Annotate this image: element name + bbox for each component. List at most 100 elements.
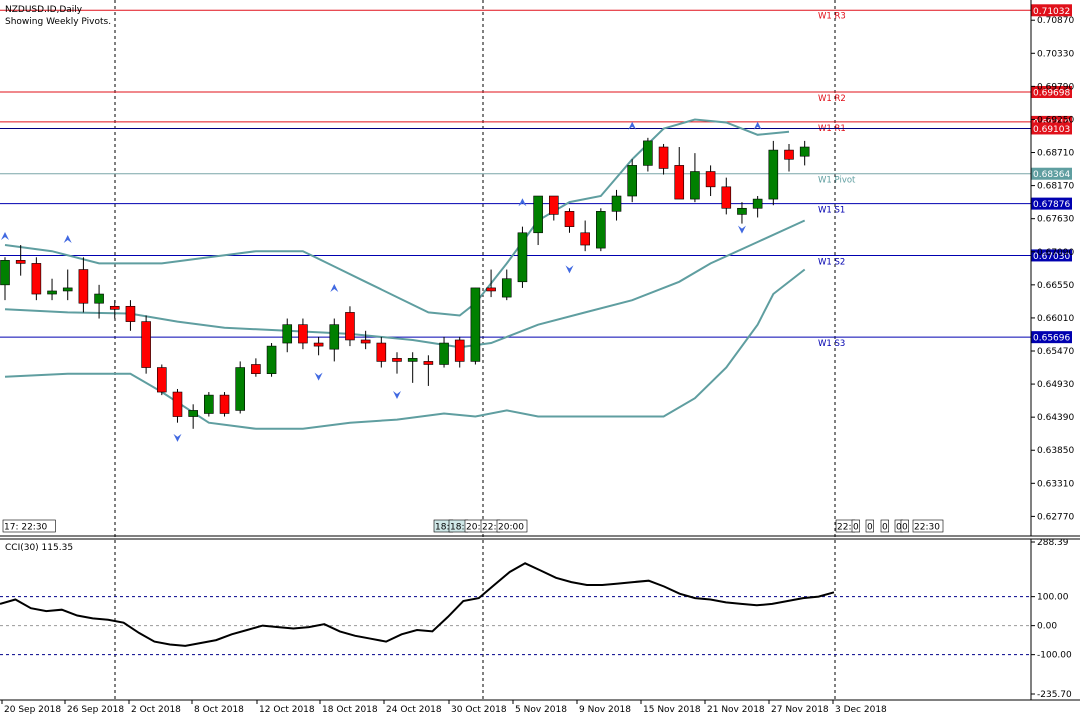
candle-body <box>141 321 151 368</box>
candle-body <box>94 293 104 304</box>
date-tick-label: 24 Oct 2018 <box>386 705 442 715</box>
candle-body <box>266 345 277 374</box>
candle-body <box>47 290 57 295</box>
date-tick-label: 2 Oct 2018 <box>131 705 181 715</box>
candle-body <box>172 391 183 417</box>
candle-body <box>470 287 481 362</box>
candle-body <box>643 140 653 166</box>
candle-body <box>501 278 512 298</box>
date-tick-label: 5 Nov 2018 <box>515 705 567 715</box>
fractal-up-marker <box>1 231 9 240</box>
candle-body <box>658 146 669 169</box>
candle-body <box>721 186 732 209</box>
fractal-down-marker <box>314 372 323 381</box>
chart-title: NZDUSD.ID,Daily <box>5 5 83 15</box>
session-tag <box>496 519 528 533</box>
session-tag-text: 0 <box>896 523 902 533</box>
candle-body <box>439 342 449 365</box>
fractal-down-marker <box>393 390 401 399</box>
pivot-label: W1 S3 <box>818 339 845 349</box>
cci-tick-label: -100.00 <box>1037 651 1072 661</box>
price-tick-label: 0.69790 <box>1037 82 1074 92</box>
session-tag <box>900 519 909 533</box>
candle-body <box>784 149 794 160</box>
date-tick-label: 15 Nov 2018 <box>643 705 701 715</box>
candle-body <box>392 358 402 362</box>
session-tag-text: 22: <box>837 523 851 533</box>
fractal-down-marker <box>173 433 182 442</box>
pivot-label: W1 Pivot <box>818 176 856 186</box>
date-tick-label: 8 Oct 2018 <box>194 705 244 715</box>
price-tick-label: 0.63850 <box>1037 446 1074 456</box>
session-tag-text: 22: <box>482 523 496 533</box>
session-tag-text: 0 <box>902 523 908 533</box>
date-tick-label: 21 Nov 2018 <box>707 705 765 715</box>
candle-body <box>564 211 575 227</box>
pivot-label: W1 S2 <box>818 257 845 267</box>
candle-body <box>768 149 779 200</box>
session-tag <box>912 519 944 533</box>
price-tick-label: 0.64930 <box>1037 380 1074 390</box>
fractal-up-marker <box>330 284 339 293</box>
fractal-down-marker <box>737 225 746 234</box>
date-tick-label: 12 Oct 2018 <box>259 705 315 715</box>
pivot-price-badge <box>1031 331 1072 344</box>
price-tick-label: 0.65470 <box>1037 347 1074 357</box>
candle-body <box>125 305 136 322</box>
price-tick-label: 0.70330 <box>1037 49 1074 59</box>
price-tick-label: 0.68710 <box>1037 149 1074 159</box>
session-tag-text: 20: <box>466 523 480 533</box>
candle-body <box>596 211 606 249</box>
session-tag-text: 0 <box>867 523 873 533</box>
session-tag-text: 22:30 <box>914 523 940 533</box>
fractal-up-marker <box>628 121 637 130</box>
pivot-price-badge <box>1031 249 1072 262</box>
cci-tick-label: 100.00 <box>1037 593 1069 603</box>
candle-body <box>251 364 261 374</box>
candle-body <box>376 342 387 362</box>
session-tag-text: 0 <box>882 523 888 533</box>
candle-body <box>219 394 230 414</box>
candle-body <box>109 305 120 310</box>
date-tick-label: 27 Nov 2018 <box>771 705 829 715</box>
candle-body <box>705 171 716 188</box>
candle-body <box>752 198 763 209</box>
pivot-price-badge-text: 0.67876 <box>1033 200 1070 210</box>
bollinger-upper-band <box>4 118 790 317</box>
candle-body <box>313 342 324 347</box>
date-tick-label: 9 Nov 2018 <box>579 705 631 715</box>
candle-body <box>548 195 559 215</box>
date-tick-label: 30 Oct 2018 <box>451 705 507 715</box>
candle-body <box>611 195 622 212</box>
candle-body <box>15 260 26 264</box>
candle-body <box>737 207 747 215</box>
pivot-label: W1 R2 <box>818 94 846 104</box>
cci-line <box>0 562 835 647</box>
candle-body <box>690 171 700 200</box>
price-tick-label: 0.66010 <box>1037 314 1074 324</box>
candle-body <box>517 232 528 283</box>
candle-body <box>533 195 543 234</box>
pivot-price-badge-text: 0.65696 <box>1033 334 1070 344</box>
session-tag-text: 0 <box>853 523 859 533</box>
price-tick-label: 0.70870 <box>1037 16 1074 26</box>
session-tag <box>880 519 889 533</box>
candle-body <box>423 361 434 365</box>
session-tag <box>851 519 860 533</box>
price-tick-label: 0.68170 <box>1037 182 1074 192</box>
date-tick-label: 18 Oct 2018 <box>322 705 378 715</box>
session-tag-text: 17: 22:30 <box>4 523 48 533</box>
candle-body <box>78 269 89 304</box>
pivot-price-badge <box>1031 86 1072 99</box>
fractal-up-marker <box>753 121 762 130</box>
date-tick-label: 26 Sep 2018 <box>67 705 124 715</box>
fractal-up-marker <box>63 235 72 244</box>
pivot-price-badge-text: 0.71032 <box>1033 7 1070 17</box>
pivot-label: W1 R3 <box>818 11 846 21</box>
candle-body <box>454 339 465 362</box>
candle-body <box>62 287 73 292</box>
candle-body <box>235 367 245 411</box>
date-tick-label: 3 Dec 2018 <box>835 705 887 715</box>
